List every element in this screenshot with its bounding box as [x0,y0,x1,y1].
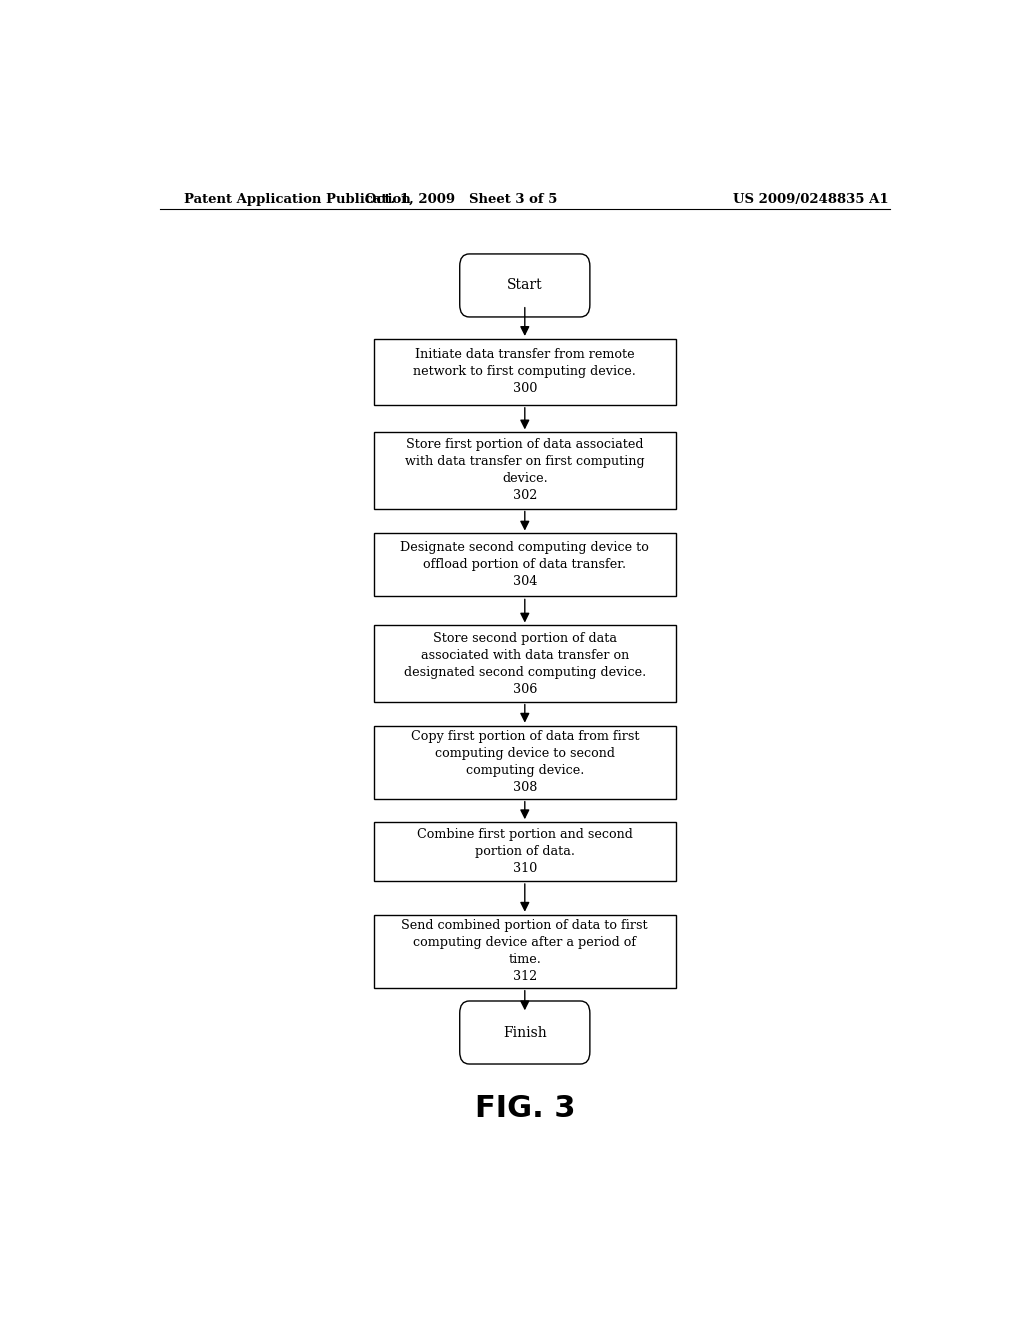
Bar [374,626,676,702]
Text: Combine first portion and second
portion of data.
310: Combine first portion and second portion… [417,828,633,875]
Bar [374,433,676,508]
Text: Store second portion of data
associated with data transfer on
designated second : Store second portion of data associated … [403,631,646,696]
FancyBboxPatch shape [460,253,590,317]
Text: Initiate data transfer from remote
network to first computing device.
300: Initiate data transfer from remote netwo… [414,348,636,396]
Text: Store first portion of data associated
with data transfer on first computing
dev: Store first portion of data associated w… [404,438,645,503]
Text: Finish: Finish [503,1026,547,1040]
Text: Designate second computing device to
offload portion of data transfer.
304: Designate second computing device to off… [400,541,649,589]
Text: Copy first portion of data from first
computing device to second
computing devic: Copy first portion of data from first co… [411,730,639,795]
Text: FIG. 3: FIG. 3 [474,1094,575,1123]
Bar [374,726,676,799]
Text: Patent Application Publication: Patent Application Publication [183,193,411,206]
Text: Send combined portion of data to first
computing device after a period of
time.
: Send combined portion of data to first c… [401,919,648,983]
Text: US 2009/0248835 A1: US 2009/0248835 A1 [733,193,888,206]
Bar [374,822,676,880]
Text: Start: Start [507,279,543,293]
Bar [374,533,676,597]
Text: Oct. 1, 2009   Sheet 3 of 5: Oct. 1, 2009 Sheet 3 of 5 [366,193,557,206]
Bar [374,915,676,987]
Bar [374,339,676,405]
FancyBboxPatch shape [460,1001,590,1064]
